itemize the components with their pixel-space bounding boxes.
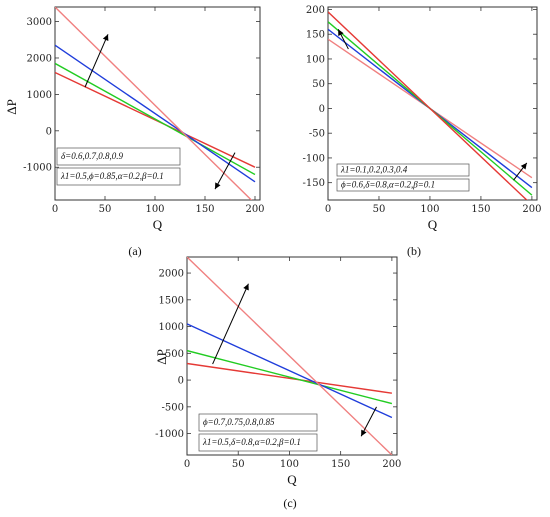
annotation-box <box>336 163 470 177</box>
panel-b: 0 50 100 150 200 -150 -100 -50 0 50 100 150 200 λ1=0.… <box>303 5 542 258</box>
trend-arrow-head <box>338 29 344 36</box>
y-tick-label: 150 <box>306 30 325 41</box>
annotation-text: λ1=0.5,ϕ=0.85,α=0.2,β=0.1 <box>60 171 164 181</box>
series-line <box>328 11 528 200</box>
panel-a: 0 50 100 150 200 -1000 0 1000 2000 3000 δ=0.6,0.7,… <box>4 6 265 258</box>
annotation-box <box>56 167 181 186</box>
y-tick-label: 2000 <box>159 269 184 280</box>
y-tick-label: 200 <box>306 5 325 16</box>
series-line <box>55 7 253 200</box>
y-tick-label: -50 <box>309 129 325 140</box>
x-tick-label: 0 <box>184 459 190 470</box>
y-tick-label: 50 <box>312 79 325 90</box>
plot-frame <box>186 256 398 456</box>
y-tick-label: -1000 <box>155 429 184 440</box>
series-line <box>187 257 393 455</box>
annotation-text: λ1=0.5,δ=0.8,α=0.2,β=0.1 <box>202 437 301 447</box>
x-tick-label: 200 <box>245 204 264 215</box>
annotation-box <box>198 413 318 432</box>
panel-label: (a) <box>128 244 141 258</box>
x-tick-label: 50 <box>373 204 386 215</box>
series-group <box>328 11 533 200</box>
panel-label: (b) <box>407 244 421 258</box>
plot-frame <box>54 6 261 201</box>
series-group <box>55 7 256 200</box>
annotation-box <box>198 433 318 452</box>
plot-frame <box>327 6 538 201</box>
x-tick-label: 200 <box>382 459 401 470</box>
annotation-box <box>336 178 470 192</box>
trend-arrow-head <box>520 162 527 170</box>
annotation-text: ϕ=0.7,0.75,0.8,0.85 <box>203 417 275 427</box>
series-line <box>55 44 256 183</box>
y-tick-label: 0 <box>178 376 184 387</box>
x-tick-label: 150 <box>331 459 350 470</box>
x-tick-label: 0 <box>52 204 58 215</box>
y-tick-label: 100 <box>306 54 325 65</box>
panel-label: (c) <box>283 496 296 510</box>
annotation-text: δ=0.6,0.7,0.8,0.9 <box>61 151 124 161</box>
y-tick-label: 3000 <box>27 17 52 28</box>
x-axis-label: Q <box>153 217 163 232</box>
x-tick-label: 100 <box>145 204 164 215</box>
x-tick-label: 100 <box>280 459 299 470</box>
series-line <box>55 71 256 168</box>
series-line <box>187 362 393 394</box>
y-tick-label: 2000 <box>27 53 52 64</box>
annotation-text: λ1=0.1,0.2,0.3,0.4 <box>340 165 408 175</box>
x-tick-label: 50 <box>232 459 245 470</box>
trend-arrow <box>212 283 249 365</box>
annotation-text: ϕ=0.6,δ=0.8,α=0.2,β=0.1 <box>341 180 435 190</box>
y-tick-label: -150 <box>303 178 325 189</box>
y-tick-label: 500 <box>165 349 184 360</box>
y-tick-label: 1500 <box>159 295 184 306</box>
series-line <box>187 323 393 419</box>
trend-arrow-head <box>243 283 249 291</box>
x-axis-label: Q <box>428 217 438 232</box>
y-tick-label: 1000 <box>27 90 52 101</box>
y-tick-label: -1000 <box>23 163 52 174</box>
y-axis-label: ΔP <box>4 99 19 115</box>
trend-arrow-head <box>361 429 367 437</box>
trend-arrow <box>214 152 236 190</box>
x-tick-label: 200 <box>522 204 541 215</box>
y-axis-label: ΔP <box>154 349 169 365</box>
x-axis-label: Q <box>287 472 297 487</box>
y-tick-label: -100 <box>303 153 325 164</box>
x-tick-label: 100 <box>420 204 439 215</box>
y-tick-label: 0 <box>319 104 325 115</box>
series-line <box>55 62 256 176</box>
trend-arrow-head <box>102 34 109 42</box>
series-group <box>187 257 393 455</box>
y-tick-label: 0 <box>46 126 52 137</box>
x-tick-label: 0 <box>325 204 331 215</box>
panel-c: 0 50 100 150 200 -1000 -500 0 500 1000 1500 2000 ϕ=0… <box>154 256 401 510</box>
trend-arrow <box>84 34 109 88</box>
x-tick-label: 150 <box>195 204 214 215</box>
x-tick-label: 50 <box>99 204 112 215</box>
y-tick-label: -500 <box>162 402 184 413</box>
annotation-box <box>56 147 181 166</box>
y-tick-label: 1000 <box>159 322 184 333</box>
series-line <box>187 349 393 405</box>
x-tick-label: 150 <box>471 204 490 215</box>
trend-arrow-head <box>215 182 221 190</box>
